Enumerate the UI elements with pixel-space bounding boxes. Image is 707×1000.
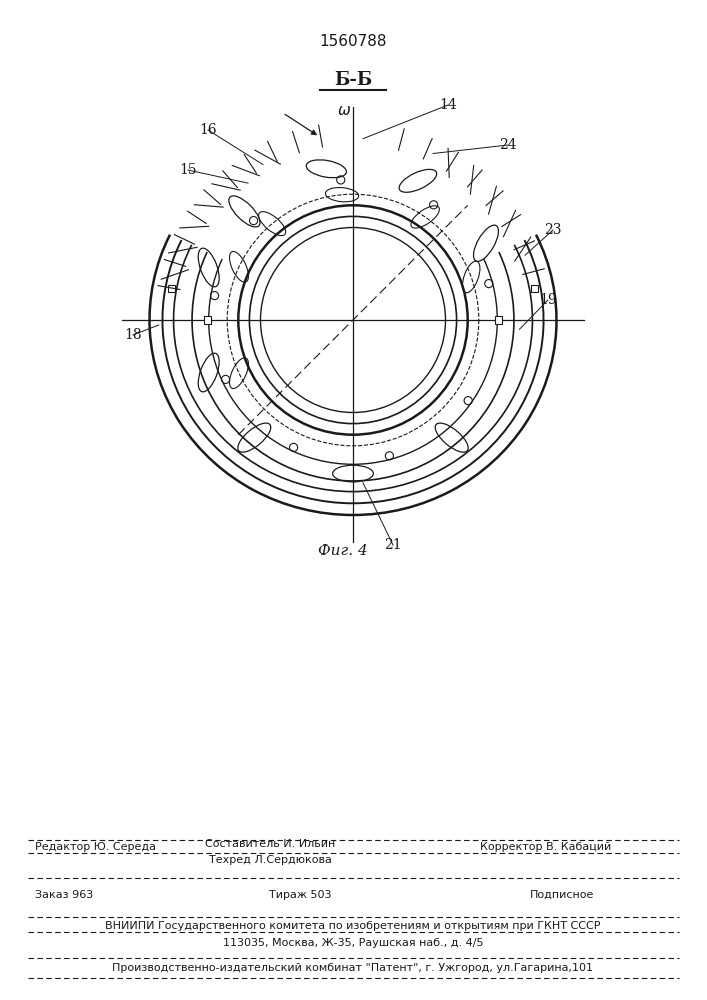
Text: Заказ 963: Заказ 963 (35, 890, 93, 900)
Text: Корректор В. Кабаций: Корректор В. Кабаций (480, 842, 612, 852)
Text: 16: 16 (199, 123, 217, 137)
Text: Тираж 503: Тираж 503 (269, 890, 332, 900)
Text: 14: 14 (439, 98, 457, 112)
Text: ВНИИПИ Государственного комитета по изобретениям и открытиям при ГКНТ СССР: ВНИИПИ Государственного комитета по изоб… (105, 921, 601, 931)
Text: 113035, Москва, Ж-35, Раушская наб., д. 4/5: 113035, Москва, Ж-35, Раушская наб., д. … (223, 938, 484, 948)
Bar (168, 285, 175, 292)
Bar (531, 285, 538, 292)
Text: 19: 19 (539, 293, 557, 307)
Text: Редактор Ю. Середа: Редактор Ю. Середа (35, 842, 156, 852)
Text: Составитель И. Ильин: Составитель И. Ильин (205, 839, 335, 849)
Text: 18: 18 (124, 328, 142, 342)
Text: 24: 24 (499, 138, 517, 152)
Text: 23: 23 (544, 223, 562, 237)
Text: 1560788: 1560788 (320, 34, 387, 49)
Text: 15: 15 (179, 163, 197, 177)
Text: $\omega$: $\omega$ (337, 104, 351, 118)
Text: Подписное: Подписное (530, 890, 595, 900)
Text: Производственно-издательский комбинат "Патент", г. Ужгород, ул.Гагарина,101: Производственно-издательский комбинат "П… (112, 963, 593, 973)
Text: Фиг. 4: Фиг. 4 (318, 544, 368, 558)
Text: Б-Б: Б-Б (334, 71, 372, 89)
Text: 21: 21 (384, 538, 402, 552)
Bar (204, 316, 211, 324)
Text: Техред Л.Сердюкова: Техред Л.Сердюкова (209, 855, 332, 865)
Bar (495, 316, 502, 324)
Ellipse shape (146, 102, 560, 538)
